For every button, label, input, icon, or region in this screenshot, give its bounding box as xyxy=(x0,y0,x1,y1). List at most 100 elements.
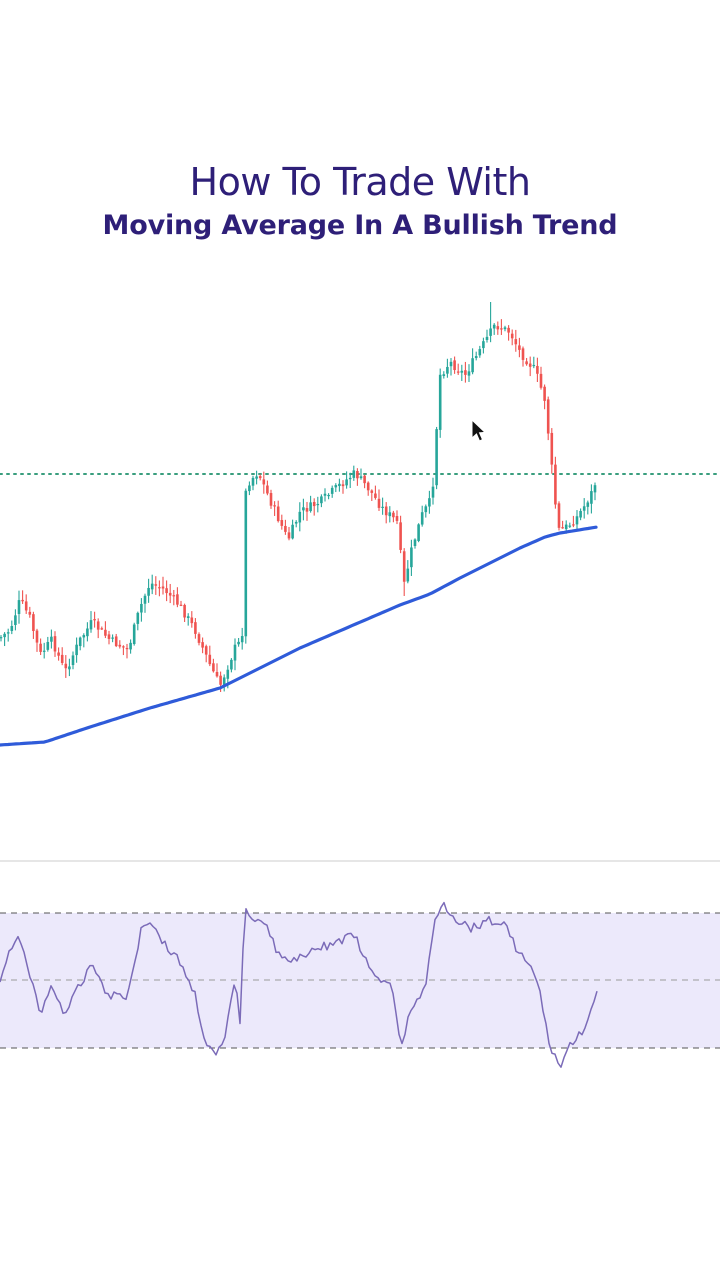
candle-body xyxy=(554,464,557,505)
bullish-candle xyxy=(298,502,302,532)
bearish-candle xyxy=(183,603,186,622)
bearish-candle xyxy=(554,456,557,509)
candle-body xyxy=(507,327,510,333)
candle-body xyxy=(82,635,86,638)
bearish-candle xyxy=(60,647,64,666)
candle-body xyxy=(406,568,410,582)
candle-body xyxy=(431,486,435,498)
title-line-2: Moving Average In A Bullish Trend xyxy=(102,210,618,241)
candle-body xyxy=(237,641,240,645)
candle-body xyxy=(122,646,125,648)
bearish-candle xyxy=(208,645,212,667)
candle-body xyxy=(482,341,485,349)
bearish-candle xyxy=(194,618,197,639)
candle-body xyxy=(46,641,50,650)
candle-body xyxy=(568,525,572,527)
bearish-candle xyxy=(197,632,201,646)
bearish-candle xyxy=(399,515,402,554)
bearish-candle xyxy=(543,384,546,410)
candle-body xyxy=(446,366,449,374)
candle-body xyxy=(75,644,78,656)
candle-body xyxy=(543,386,546,401)
candle-body xyxy=(215,671,219,677)
candle-body xyxy=(118,644,122,647)
candle-body xyxy=(352,470,356,478)
candle-body xyxy=(392,512,395,518)
bullish-candle xyxy=(78,636,82,651)
candle-body xyxy=(219,675,222,685)
candle-body xyxy=(284,525,287,532)
candle-body xyxy=(158,587,161,589)
candle-body xyxy=(147,587,150,596)
candle-body xyxy=(57,652,60,656)
candle-body xyxy=(536,365,539,374)
bearish-candle xyxy=(125,643,129,659)
candle-body xyxy=(471,358,474,373)
candle-body xyxy=(579,510,582,518)
candle-body xyxy=(514,339,518,345)
candle-body xyxy=(143,595,147,604)
candle-body xyxy=(64,663,68,669)
candle-body xyxy=(154,584,158,586)
bullish-candle xyxy=(348,472,352,488)
bearish-candle xyxy=(546,396,550,441)
candle-body xyxy=(96,621,100,630)
bearish-candle xyxy=(287,526,291,541)
bearish-candle xyxy=(305,501,309,521)
candle-body xyxy=(489,328,492,336)
bullish-candle xyxy=(240,627,244,650)
candle-body xyxy=(492,324,496,329)
bullish-candle xyxy=(6,628,10,642)
bullish-candle xyxy=(438,368,442,438)
bearish-candle xyxy=(377,489,381,511)
candle-body xyxy=(39,643,42,652)
bearish-candle xyxy=(96,618,100,639)
bullish-candle xyxy=(111,634,114,643)
candle-body xyxy=(24,601,28,611)
bullish-candle xyxy=(248,481,251,496)
bearish-candle xyxy=(392,510,395,523)
bullish-candle xyxy=(446,358,449,378)
bullish-candle xyxy=(75,637,78,663)
oscillator-pane xyxy=(0,901,720,1068)
bearish-candle xyxy=(201,637,204,654)
candle-body xyxy=(359,476,363,479)
bearish-candle xyxy=(525,357,528,366)
bullish-candle xyxy=(575,510,579,532)
bullish-candle xyxy=(233,638,237,671)
candle-body xyxy=(410,547,413,568)
bullish-candle xyxy=(86,622,89,642)
bearish-candle xyxy=(273,501,276,516)
candle-body xyxy=(395,516,399,521)
bullish-candle xyxy=(568,522,572,529)
bearish-candle xyxy=(280,514,284,530)
candle-body xyxy=(114,636,118,647)
candle-body xyxy=(496,326,500,330)
bullish-candle xyxy=(3,632,6,647)
candle-body xyxy=(435,429,438,486)
bullish-candle xyxy=(431,477,435,505)
candle-body xyxy=(0,637,3,639)
bullish-candle xyxy=(17,590,21,624)
candle-body xyxy=(251,477,255,486)
candle-body xyxy=(35,630,39,643)
bullish-candle xyxy=(14,609,17,631)
bullish-candle xyxy=(478,345,482,358)
candle-body xyxy=(17,600,21,614)
bullish-candle xyxy=(467,364,471,382)
bullish-candle xyxy=(482,337,485,354)
candle-body xyxy=(68,666,71,670)
candle-body xyxy=(269,493,273,506)
candle-body xyxy=(78,637,82,647)
bullish-candle xyxy=(345,471,348,489)
bullish-candle xyxy=(503,325,507,332)
candle-body xyxy=(10,626,14,631)
bearish-candle xyxy=(39,638,42,656)
candle-body xyxy=(111,637,114,639)
bearish-candle xyxy=(514,329,518,352)
candle-body xyxy=(377,498,381,508)
candle-body xyxy=(104,629,107,636)
candle-body xyxy=(93,619,96,621)
bullish-candle xyxy=(309,495,312,513)
candle-body xyxy=(424,506,428,513)
